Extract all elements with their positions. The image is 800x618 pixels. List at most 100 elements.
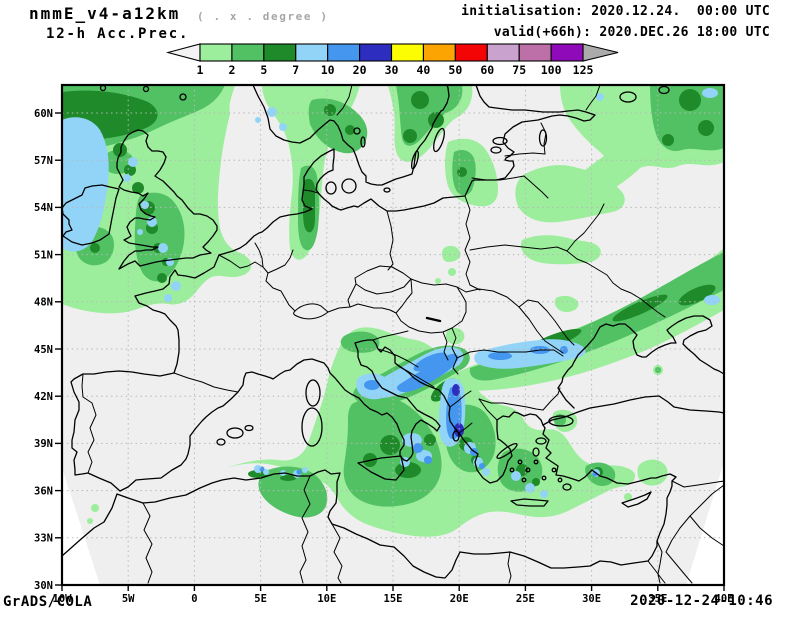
island-oland (410, 150, 420, 170)
colorbar-segment (295, 43, 329, 62)
island-fyn (325, 181, 337, 195)
colorbar-legend: 1 2 5 7 10 20 30 40 50 60 75 100 125 (165, 43, 619, 77)
colorbar-tick-label: 100 (541, 63, 562, 77)
colorbar-tick-label: 75 (512, 63, 526, 77)
domain-edge-wedge-right (686, 462, 724, 585)
coast-africa-levant-turkey (61, 424, 677, 579)
lake-ladoga (619, 91, 637, 103)
lat-tick-label: 39N (34, 438, 53, 450)
lake-balaton (425, 316, 442, 323)
axis-tickmarks (55, 112, 725, 591)
island-sardinia (301, 407, 323, 447)
island-hiiumaa (490, 146, 502, 154)
island-zealand (341, 178, 357, 194)
country-borders (81, 84, 725, 584)
colorbar-segment (422, 43, 456, 62)
coast-black-sea-west-north (557, 315, 725, 409)
island-corfu (452, 430, 460, 442)
coast-mediterranean-north (119, 339, 544, 492)
colorbar-tick-label: 2 (228, 63, 235, 77)
grads-credit: GrADS/COLA (3, 594, 93, 610)
lake-peipus (538, 129, 548, 147)
colorbar-tick-label: 7 (292, 63, 299, 77)
colorbar-segment (327, 43, 361, 62)
lat-tick-label: 36N (34, 485, 53, 497)
product-label: 12-h Acc.Prec. (46, 26, 190, 42)
lon-tick-label: 5E (254, 593, 267, 605)
lon-tick-label: 5W (122, 593, 135, 605)
precip-layer-indigo (452, 384, 464, 437)
domain-edge-wedge-left (62, 468, 100, 585)
island-chios (532, 447, 540, 457)
grid-resolution-note: ( . x . degree ) (197, 10, 329, 23)
lon-tick-label: 40E (715, 593, 734, 605)
island-orkney (142, 85, 150, 93)
island-mallorca (226, 427, 244, 439)
colorbar-segment (390, 43, 424, 62)
island-rhodes (562, 483, 572, 491)
valid-time: valid(+66h): 2020.DEC.26 18:00 UTC (493, 25, 770, 40)
colorbar-segment (199, 43, 233, 62)
lake-vanern (353, 127, 361, 135)
colorbar-segment (231, 43, 265, 62)
island-euboea (496, 443, 518, 459)
lon-tick-label: 35E (648, 593, 667, 605)
island-minorca (244, 424, 254, 432)
colorbar-tick-label: 5 (260, 63, 267, 77)
colorbar-tick-label: 125 (573, 63, 594, 77)
colorbar-segment (359, 43, 393, 62)
lat-tick-label: 30N (34, 580, 53, 592)
colorbar-segment (518, 43, 552, 62)
lon-tick-label: 10E (317, 593, 336, 605)
island-shetland (179, 93, 187, 101)
marmara-sea (548, 415, 574, 427)
colorbar-tick-label: 20 (353, 63, 367, 77)
lake-vattern (360, 136, 366, 148)
colorbar-tick-label: 50 (448, 63, 462, 77)
creation-timestamp: 2020-12-24-10:46 (630, 593, 773, 609)
coast-scandinavia (252, 84, 450, 186)
lat-tick-label: 48N (34, 297, 53, 309)
colorbar-segment (550, 43, 584, 62)
lat-tick-label: 42N (34, 391, 53, 403)
island-gotland (433, 127, 445, 153)
lat-tick-label: 33N (34, 533, 53, 545)
coast-iberia-france-atlantic (70, 254, 220, 492)
island-ibiza (216, 438, 226, 446)
lat-tick-label: 57N (34, 155, 53, 167)
lon-tick-label: 10W (53, 593, 73, 605)
colorbar-tick-label: 10 (321, 63, 335, 77)
island-crete (510, 498, 549, 507)
island-bornholm (383, 187, 391, 193)
coastlines (61, 84, 725, 579)
lake-onega (658, 85, 670, 95)
coast-great-britain (116, 129, 218, 270)
colorbar-overflow-arrow (582, 43, 619, 62)
lat-tick-label: 51N (34, 249, 53, 261)
colorbar-segment (486, 43, 520, 62)
colorbar-underflow-arrow (165, 43, 201, 62)
lon-tick-label: 30E (582, 593, 601, 605)
island-saaremaa (492, 136, 508, 146)
colorbar-segment (454, 43, 488, 62)
model-title: nmmE_v4-a12km (29, 4, 181, 23)
colorbar-segment (263, 43, 297, 62)
lat-tick-label: 60N (34, 108, 53, 120)
colorbar-tick-label: 30 (385, 63, 399, 77)
lon-tick-label: 25E (516, 593, 535, 605)
lat-tick-label: 45N (34, 344, 53, 356)
initialisation-time: initialisation: 2020.12.24. 00:00 UTC (461, 4, 770, 19)
colorbar-tick-label: 1 (197, 63, 204, 77)
lon-tick-label: 15E (384, 593, 403, 605)
coast-northwest-europe-baltic (218, 84, 596, 256)
coast-ireland (61, 184, 120, 246)
colorbar-tick-label: 60 (480, 63, 494, 77)
island-lesbos (535, 437, 547, 445)
island-corsica (305, 379, 321, 407)
lon-tick-label: 0 (191, 593, 197, 605)
lon-tick-label: 20E (450, 593, 469, 605)
colorbar-tick-label: 40 (417, 63, 431, 77)
